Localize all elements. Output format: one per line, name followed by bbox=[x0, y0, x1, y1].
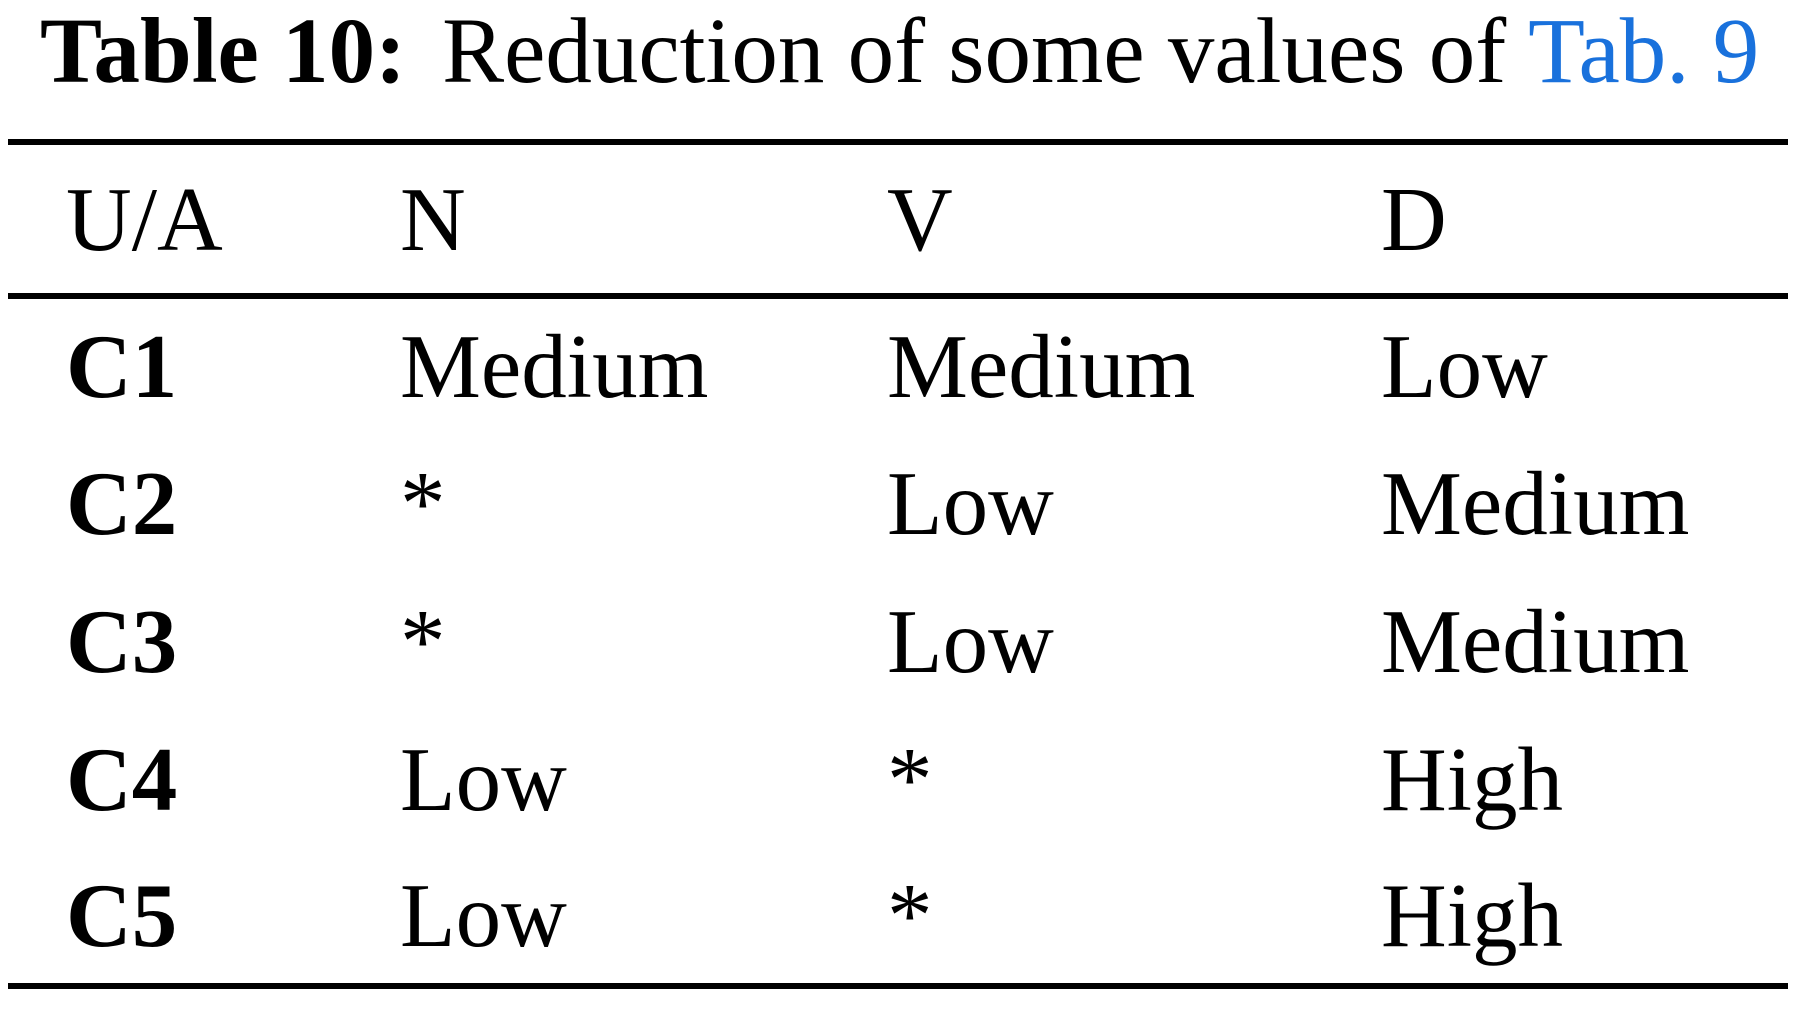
table-row: C2 * Low Medium bbox=[8, 434, 1788, 572]
column-header-ua: U/A bbox=[66, 168, 223, 270]
cell-value: Low bbox=[400, 728, 567, 830]
table-row: C1 Medium Medium Low bbox=[8, 296, 1788, 434]
column-header-n: N bbox=[400, 168, 466, 270]
cell-value: * bbox=[887, 728, 933, 830]
row-label: C3 bbox=[66, 590, 178, 692]
row-label: C5 bbox=[66, 865, 178, 966]
column-header-d: D bbox=[1381, 168, 1447, 270]
cell-value: * bbox=[400, 590, 446, 692]
cell-value: Medium bbox=[400, 316, 709, 417]
row-label: C1 bbox=[66, 316, 178, 417]
cell-value: Low bbox=[1381, 316, 1548, 417]
reduction-table: U/A N V D C1 Medium Medium Low C2 * Low … bbox=[8, 139, 1788, 989]
table-row: C3 * Low Medium bbox=[8, 572, 1788, 710]
cell-value: * bbox=[400, 452, 446, 554]
cell-value: Medium bbox=[887, 316, 1196, 417]
row-label: C2 bbox=[66, 452, 178, 554]
cell-value: * bbox=[887, 865, 933, 966]
cell-value: Low bbox=[887, 452, 1054, 554]
cell-value: High bbox=[1381, 865, 1563, 966]
cell-value: Medium bbox=[1381, 452, 1690, 554]
cell-value: Low bbox=[400, 865, 567, 966]
cell-value: Low bbox=[887, 590, 1054, 692]
row-label: C4 bbox=[66, 728, 178, 830]
cell-value: Medium bbox=[1381, 590, 1690, 692]
table-header-row: U/A N V D bbox=[8, 142, 1788, 296]
table-row: C5 Low * High bbox=[8, 848, 1788, 986]
table-caption: Table 10: Reduction of some values of Tab.… bbox=[0, 0, 1794, 104]
table-row: C4 Low * High bbox=[8, 710, 1788, 848]
cell-value: High bbox=[1381, 728, 1563, 830]
table-caption-label: Table 10: bbox=[40, 0, 407, 103]
table-caption-text: Reduction of some values of bbox=[442, 0, 1507, 103]
table-reference-link[interactable]: Tab. 9 bbox=[1528, 0, 1760, 103]
column-header-v: V bbox=[887, 168, 953, 270]
